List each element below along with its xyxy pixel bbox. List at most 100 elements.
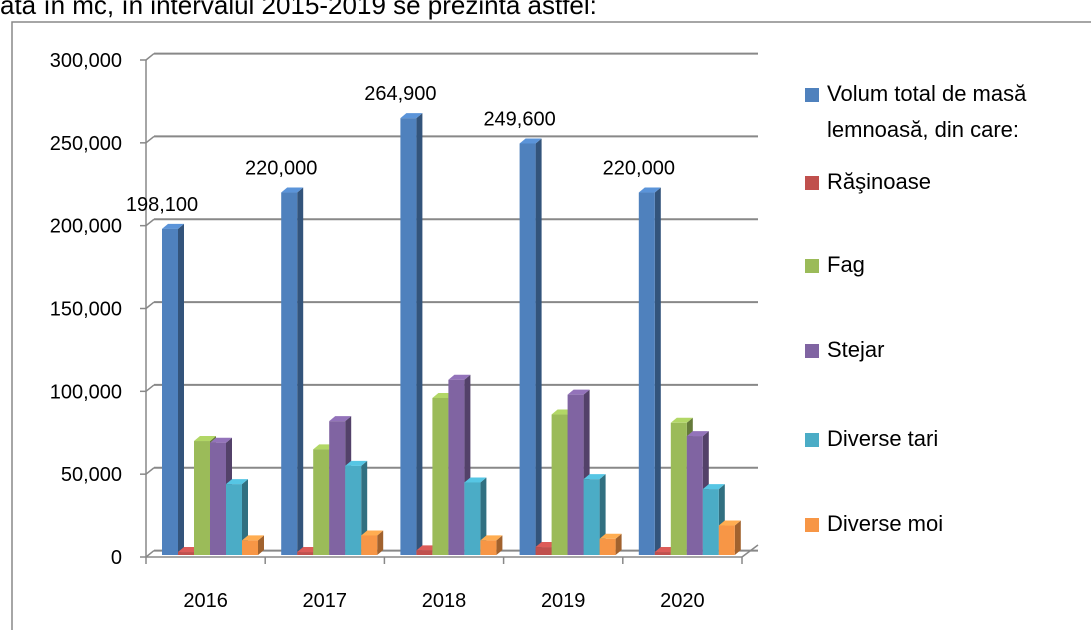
chart-border [11, 21, 1091, 630]
bar-side [361, 460, 368, 555]
bar [178, 552, 194, 555]
x-tick-label: 2016 [183, 590, 228, 612]
legend-item: Diverse moi [805, 506, 1085, 542]
bar-side [599, 474, 606, 555]
bar [464, 482, 481, 555]
legend-swatch [805, 344, 819, 358]
bar [670, 422, 687, 555]
bar [361, 535, 378, 555]
bar-top [400, 113, 423, 119]
bar [567, 394, 584, 555]
bar [432, 397, 449, 555]
bar [480, 540, 497, 555]
bar [638, 192, 655, 556]
bar-top [686, 431, 709, 437]
bar [242, 540, 258, 555]
bar-side [734, 520, 741, 555]
grid-line [145, 301, 155, 310]
bar-top [210, 437, 232, 443]
bar [194, 441, 210, 555]
bar-side [480, 477, 487, 555]
grid-line [145, 53, 155, 61]
caption: ată în mc, în intervalul 2015-2019 se pr… [0, 0, 597, 20]
legend-label: Fag [827, 252, 865, 277]
x-tick-label: 2017 [303, 590, 348, 612]
legend-swatch [805, 433, 819, 447]
bar-top [242, 535, 264, 541]
grid-line [145, 467, 155, 475]
bar [551, 414, 568, 555]
bar-top [702, 484, 725, 490]
bar-side [535, 138, 542, 555]
bar [400, 118, 417, 556]
data-label: 264,900 [364, 83, 436, 105]
x-tick-label: 2018 [422, 590, 467, 612]
grid-line [145, 384, 155, 392]
bar [448, 379, 465, 555]
bar-top [448, 374, 471, 380]
legend-label: Răşinoase [827, 169, 931, 194]
bar-top [329, 416, 352, 422]
y-tick-label: 50,000 [61, 464, 122, 486]
data-label: 249,600 [483, 108, 555, 130]
legend-item: Răşinoase [805, 164, 1085, 200]
bar-top [480, 535, 503, 541]
bar-top [361, 530, 384, 536]
legend-swatch [805, 518, 819, 532]
legend-label: Stejar [827, 337, 885, 362]
bar-top [638, 187, 661, 193]
data-label: 198,100 [126, 194, 198, 216]
bar-side [297, 187, 304, 556]
bar-top [519, 138, 542, 144]
bar [599, 538, 616, 555]
y-tick-label: 100,000 [50, 381, 122, 403]
bar-side [242, 479, 248, 555]
bar-top [194, 436, 216, 442]
legend-swatch [805, 259, 819, 273]
bar-top [281, 187, 304, 193]
y-tick-label: 200,000 [50, 216, 122, 238]
bar-side [615, 533, 622, 555]
bar-top [718, 520, 741, 526]
bar-top [226, 479, 248, 485]
data-label: 220,000 [603, 158, 675, 180]
y-tick-label: 150,000 [50, 299, 122, 321]
legend-swatch [805, 176, 819, 190]
grid-line [145, 218, 155, 227]
bar [686, 436, 703, 555]
bar-top [162, 223, 184, 229]
legend-item: Stejar [805, 332, 1085, 368]
bar [210, 442, 226, 555]
bar [281, 192, 298, 556]
bar [313, 449, 330, 555]
bar-top [599, 533, 622, 539]
bar-side [416, 113, 423, 556]
legend-item: Diverse tari [805, 421, 1085, 457]
bar-side [377, 530, 384, 555]
data-label: 220,000 [245, 158, 317, 180]
y-tick-label: 0 [111, 547, 122, 569]
bar [329, 421, 346, 555]
bar [416, 550, 433, 555]
legend-label: Diverse moi [827, 511, 944, 536]
bar [654, 552, 671, 555]
bar [702, 489, 719, 555]
bar [162, 228, 178, 555]
legend-swatch [805, 88, 819, 102]
bar-top [345, 460, 368, 466]
bar [583, 479, 600, 555]
bar [718, 525, 735, 555]
bar-side [496, 535, 503, 555]
bar-side [178, 223, 184, 555]
legend-item: Volum total de masă lemnoasă, din care: [805, 76, 1085, 148]
grid-line [145, 550, 155, 558]
legend-label: Diverse tari [827, 426, 939, 451]
x-tick-label: 2020 [660, 590, 705, 612]
legend-item: Fag [805, 247, 1085, 283]
bar [345, 465, 362, 555]
x-tick-label: 2019 [541, 590, 586, 612]
bar [535, 547, 552, 555]
bar [226, 484, 242, 555]
